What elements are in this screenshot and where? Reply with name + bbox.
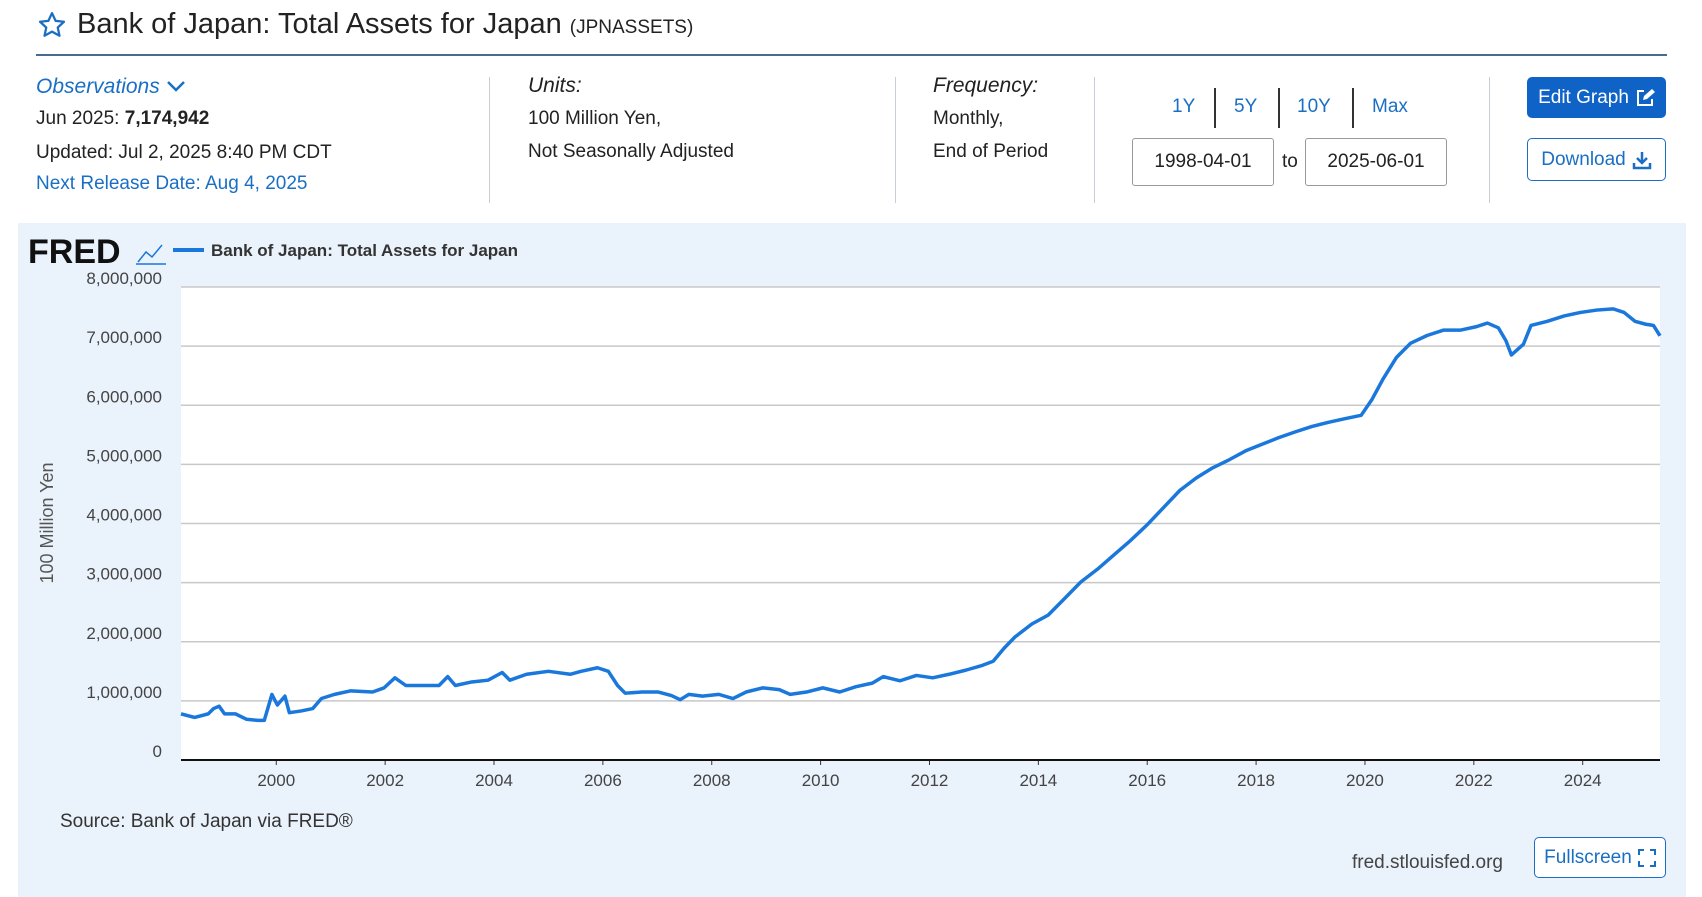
fred-logo: FRED (28, 233, 121, 271)
observations-toggle[interactable]: Observations (36, 75, 186, 99)
range-button[interactable]: 10Y (1297, 96, 1331, 117)
x-tick-label: 2012 (911, 771, 949, 790)
date-separator: to (1282, 151, 1298, 172)
observations-label: Observations (36, 75, 160, 98)
button-label: Download (1541, 148, 1626, 170)
x-tick-label: 2008 (693, 771, 731, 790)
title-text: Bank of Japan: Total Assets for Japan (77, 8, 562, 40)
separator (895, 77, 896, 203)
series-title: Bank of Japan: Total Assets for Japan (J… (77, 8, 693, 41)
units-label: Units: (528, 74, 582, 97)
range-button[interactable]: 5Y (1234, 96, 1258, 117)
range-button[interactable]: 1Y (1172, 96, 1196, 117)
latest-observation: Jun 2025: 7,174,942 (36, 108, 209, 130)
button-label: Edit Graph (1538, 86, 1629, 108)
range-separator (1352, 88, 1354, 128)
y-tick-label: 1,000,000 (86, 683, 162, 702)
y-tick-label: 5,000,000 (86, 446, 162, 465)
frequency-line: Monthly, (933, 108, 1004, 129)
fullscreen-icon (1637, 848, 1656, 867)
series-line (180, 307, 1662, 723)
latest-date: Jun 2025: (36, 108, 120, 129)
units-line: 100 Million Yen, (528, 108, 662, 129)
x-tick-label: 2020 (1346, 771, 1384, 790)
download-icon (1632, 151, 1651, 169)
favorite-star[interactable] (37, 10, 67, 40)
x-tick-label: 2006 (584, 771, 622, 790)
y-tick-label: 2,000,000 (86, 624, 162, 643)
header-rule (36, 54, 1667, 56)
x-tick-label: 2002 (366, 771, 404, 790)
y-axis-label: 100 Million Yen (37, 462, 57, 583)
end-date-input[interactable]: 2025-06-01 (1305, 138, 1447, 186)
legend-label: Bank of Japan: Total Assets for Japan (211, 241, 518, 260)
x-tick-label: 2018 (1237, 771, 1275, 790)
latest-value: 7,174,942 (124, 108, 210, 129)
button-label: Fullscreen (1544, 846, 1632, 868)
updated: Updated: Jul 2, 2025 8:40 PM CDT (36, 142, 332, 163)
x-tick-label: 2010 (802, 771, 840, 790)
frequency-label: Frequency: (933, 74, 1039, 97)
x-tick-label: 2024 (1564, 771, 1602, 790)
y-tick-label: 6,000,000 (86, 387, 162, 406)
series-code: (JPNASSETS) (569, 17, 694, 38)
separator (1094, 77, 1095, 203)
frequency-line: End of Period (933, 141, 1049, 162)
range-separator (1278, 88, 1280, 128)
separator (1489, 77, 1490, 203)
x-tick-label: 2000 (257, 771, 295, 790)
fullscreen-button[interactable]: Fullscreen (1534, 837, 1666, 878)
y-tick-label: 3,000,000 (86, 565, 162, 584)
x-tick-label: 2022 (1455, 771, 1493, 790)
y-tick-label: 8,000,000 (86, 269, 162, 288)
start-date-input[interactable]: 1998-04-01 (1132, 138, 1274, 186)
chart: FRED Bank of Japan: Total Assets for Jap… (28, 233, 1662, 873)
units-line: Not Seasonally Adjusted (528, 141, 734, 162)
edit-icon (1636, 88, 1655, 106)
chevron (166, 81, 185, 92)
separator (489, 77, 490, 203)
source-note: Source: Bank of Japan via FRED® (60, 811, 353, 832)
next-release[interactable]: Next Release Date: Aug 4, 2025 (36, 173, 308, 194)
y-tick-label: 7,000,000 (86, 328, 162, 347)
download-button[interactable]: Download (1527, 138, 1666, 181)
y-tick-label: 4,000,000 (86, 506, 162, 525)
range-separator (1214, 88, 1216, 128)
fred-logo-icon (136, 244, 166, 265)
x-tick-label: 2016 (1128, 771, 1166, 790)
edit-graph-button[interactable]: Edit Graph (1527, 77, 1666, 118)
y-tick-label: 0 (153, 742, 162, 761)
x-tick-label: 2014 (1019, 771, 1057, 790)
site-link[interactable]: fred.stlouisfed.org (1352, 852, 1503, 873)
range-button[interactable]: Max (1372, 96, 1408, 117)
x-tick-label: 2004 (475, 771, 513, 790)
